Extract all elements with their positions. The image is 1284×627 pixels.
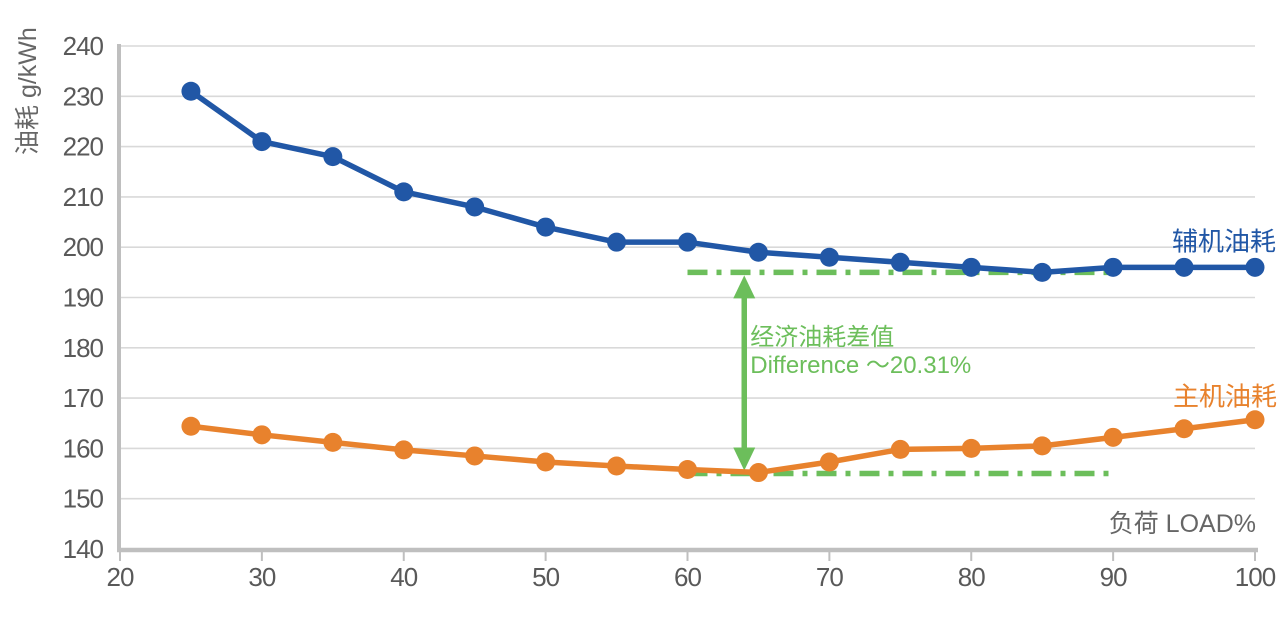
aux-engine-data-point xyxy=(819,247,839,267)
main-engine-data-point xyxy=(252,425,272,445)
y-tick-label: 200 xyxy=(63,232,104,262)
y-tick-label: 190 xyxy=(63,283,104,313)
main-engine-data-point xyxy=(607,456,627,476)
aux-engine-data-point xyxy=(748,242,768,262)
aux-engine-data-point xyxy=(1032,262,1052,282)
main-engine-data-point xyxy=(536,452,556,472)
aux-engine-data-point xyxy=(181,81,201,101)
main-engine-data-point xyxy=(1245,410,1265,430)
y-axis-title: 油耗 g/kWh xyxy=(14,27,42,155)
main-engine-data-point xyxy=(1032,436,1052,456)
aux-engine-series-line xyxy=(188,88,1258,276)
aux-engine-data-point xyxy=(961,257,981,277)
y-tick-label: 220 xyxy=(63,132,104,162)
x-axis-title: 负荷 LOAD% xyxy=(1109,510,1256,538)
aux-engine-series-label: 辅机油耗 xyxy=(1172,226,1276,256)
main-engine-data-point xyxy=(323,432,343,452)
main-engine-data-point xyxy=(819,452,839,472)
main-engine-data-point xyxy=(394,440,414,460)
x-tick-label: 80 xyxy=(958,562,985,592)
main-engine-data-point xyxy=(961,438,981,458)
main-engine-data-point xyxy=(890,439,910,459)
aux-engine-data-point xyxy=(890,252,910,272)
difference-arrow-head-down xyxy=(733,447,756,471)
y-tick-label: 210 xyxy=(63,182,104,212)
aux-engine-data-point xyxy=(607,232,627,252)
x-tick-label: 30 xyxy=(248,562,275,592)
aux-engine-data-point xyxy=(465,197,485,217)
y-tick-label: 180 xyxy=(63,333,104,363)
aux-engine-data-point xyxy=(394,182,414,202)
y-tick-label: 150 xyxy=(63,484,104,514)
y-tick-label: 240 xyxy=(63,31,104,61)
aux-engine-data-point xyxy=(536,217,556,237)
x-tick-label: 20 xyxy=(107,562,134,592)
aux-engine-data-point xyxy=(1245,257,1265,277)
x-tick-label: 40 xyxy=(390,562,417,592)
x-tick-label: 100 xyxy=(1235,562,1276,592)
aux-engine-data-point xyxy=(1174,257,1194,277)
main-engine-data-point xyxy=(181,416,201,436)
x-tick-label: 90 xyxy=(1100,562,1127,592)
main-engine-data-point xyxy=(678,460,697,480)
main-engine-data-point xyxy=(1103,427,1123,447)
y-tick-label: 160 xyxy=(63,433,104,463)
difference-arrow-head-up xyxy=(733,275,756,299)
x-tick-label: 50 xyxy=(532,562,559,592)
y-tick-label: 230 xyxy=(63,81,104,111)
aux-engine-data-point xyxy=(1103,257,1123,277)
difference-label-en: Difference ～20.31% xyxy=(750,352,971,379)
main-engine-series-label: 主机油耗 xyxy=(1173,382,1277,412)
y-tick-label: 140 xyxy=(63,534,104,564)
difference-label-cn: 经济油耗差值 xyxy=(750,324,894,351)
x-tick-label: 70 xyxy=(816,562,843,592)
main-engine-series-line xyxy=(188,416,1258,476)
x-tick-label: 60 xyxy=(674,562,701,592)
aux-engine-data-point xyxy=(252,132,272,152)
main-engine-data-point xyxy=(1174,419,1194,439)
aux-engine-data-point xyxy=(323,147,343,167)
y-tick-label: 170 xyxy=(63,383,104,413)
aux-engine-data-point xyxy=(678,232,697,252)
main-engine-data-point xyxy=(748,463,768,483)
main-engine-data-point xyxy=(465,446,485,466)
